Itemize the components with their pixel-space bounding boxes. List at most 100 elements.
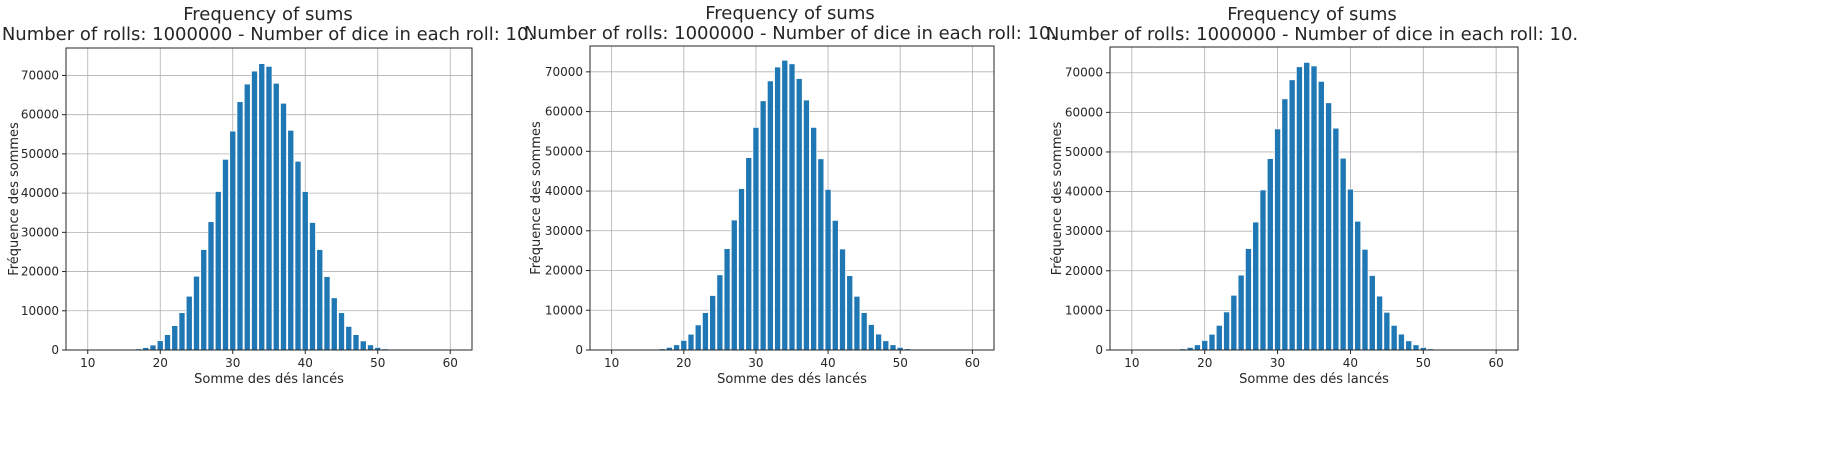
bar (702, 312, 709, 351)
bar (745, 157, 752, 351)
x-tick-label: 10 (604, 356, 619, 370)
x-tick-label: 40 (820, 356, 835, 370)
bar (214, 191, 222, 351)
y-tick-label: 60000 (1065, 105, 1103, 119)
x-tick-label: 30 (748, 356, 763, 370)
y-axis-label: Fréquence des sommes (529, 121, 544, 275)
y-tick-label: 0 (51, 343, 59, 357)
bar (1296, 66, 1303, 351)
bar (875, 333, 882, 351)
bar (1266, 158, 1274, 351)
bar (853, 296, 861, 351)
bar (1303, 62, 1311, 351)
bar (752, 127, 760, 351)
bar (795, 78, 803, 351)
y-tick-label: 40000 (1065, 185, 1103, 199)
y-tick-label: 30000 (1065, 224, 1103, 238)
bar (1274, 128, 1281, 351)
bar (882, 340, 890, 351)
y-tick-label: 40000 (545, 184, 583, 198)
x-axis-label: Somme des dés lancés (1239, 372, 1389, 387)
x-tick-label: 60 (965, 356, 980, 370)
bar (229, 130, 237, 351)
bar (367, 344, 374, 351)
chart-title: Frequency of sums (705, 3, 874, 24)
bar (251, 70, 258, 351)
y-tick-label: 30000 (545, 224, 583, 238)
bar (1347, 188, 1354, 351)
bar (860, 312, 868, 351)
bar (1259, 189, 1267, 351)
y-tick-label: 50000 (1065, 145, 1103, 159)
y-tick-label: 70000 (1065, 66, 1103, 80)
y-tick-label: 70000 (21, 68, 59, 82)
bar (1230, 295, 1238, 351)
chart-panel-3: 10 20 30 40 50 60 0 10000 20000 30000 40000 50000 60… (1046, 4, 1578, 387)
bar (1412, 344, 1420, 351)
chart-title: Frequency of sums (1227, 4, 1396, 25)
bar (243, 83, 251, 351)
bar (258, 63, 266, 351)
bar (352, 334, 360, 351)
bar (781, 60, 789, 351)
bar (301, 191, 309, 351)
y-axis-label: Fréquence des sommes (1050, 121, 1065, 275)
bar (1208, 334, 1216, 351)
bar (1383, 312, 1391, 351)
bar (1215, 325, 1223, 351)
bar (359, 340, 367, 351)
y-tick-label: 10000 (1065, 303, 1103, 317)
bar (309, 222, 316, 351)
y-tick-label: 50000 (545, 144, 583, 158)
chart-subtitle: Number of rolls: 1000000 - Number of dic… (524, 23, 1056, 44)
chart-subtitle: Number of rolls: 1000000 - Number of dic… (2, 24, 534, 45)
y-tick-label: 40000 (21, 186, 59, 200)
x-tick-label: 30 (225, 356, 240, 370)
bar (1245, 248, 1252, 351)
bar (1368, 275, 1376, 351)
bar (164, 334, 171, 351)
bar (832, 220, 839, 351)
bar (193, 275, 200, 351)
x-tick-label: 10 (1124, 356, 1139, 370)
bar (1354, 220, 1362, 351)
x-axis-label: Somme des dés lancés (194, 372, 344, 387)
y-axis-label: Fréquence des sommes (7, 122, 22, 276)
bar (280, 103, 287, 351)
bar (889, 344, 897, 351)
y-tick-label: 60000 (21, 108, 59, 122)
bar (171, 325, 179, 351)
bar (316, 249, 324, 351)
y-tick-label: 30000 (21, 225, 59, 239)
chart-title: Frequency of sums (183, 4, 352, 25)
bar (767, 80, 774, 351)
bar (200, 249, 208, 351)
bar (185, 295, 193, 351)
bar (1317, 81, 1325, 351)
bar (1201, 340, 1209, 351)
x-tick-label: 20 (1197, 356, 1212, 370)
bar (1361, 249, 1369, 351)
y-tick-label: 20000 (545, 264, 583, 278)
plot-frame (1109, 46, 1519, 351)
bar (810, 127, 817, 351)
bar (1405, 340, 1413, 351)
bar (265, 66, 273, 351)
bar (222, 159, 229, 351)
bar (846, 275, 853, 351)
bar (817, 158, 825, 351)
x-tick-label: 30 (1270, 356, 1285, 370)
bar (287, 130, 295, 351)
plot-frame (65, 47, 473, 351)
x-tick-label: 50 (893, 356, 908, 370)
x-axis-label: Somme des dés lancés (717, 372, 867, 387)
y-tick-label: 20000 (1065, 264, 1103, 278)
x-tick-label: 50 (370, 356, 385, 370)
bar (178, 312, 186, 351)
bar (1310, 65, 1318, 351)
bar (1194, 344, 1201, 351)
bar (294, 161, 302, 351)
bar (709, 295, 716, 351)
bar (673, 344, 680, 351)
bar (687, 334, 695, 351)
